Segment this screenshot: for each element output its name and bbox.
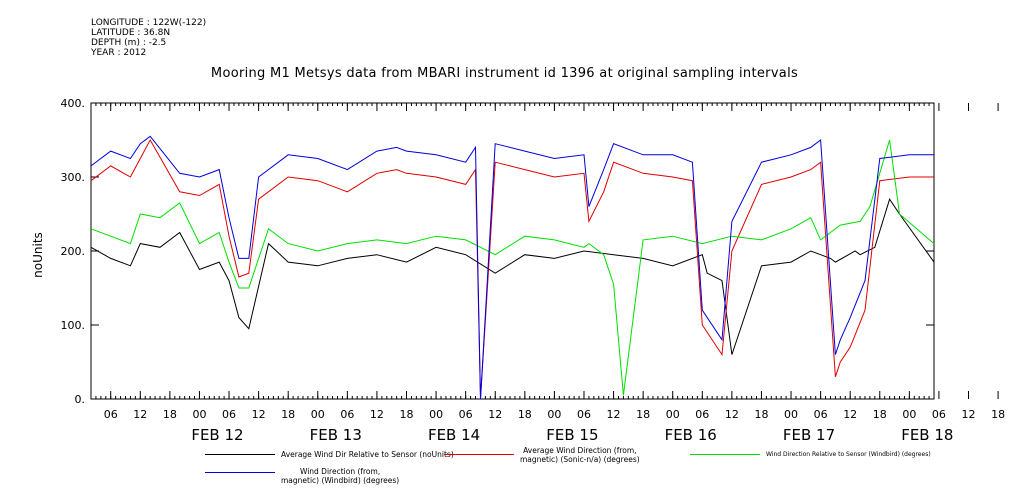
chart-title: Mooring M1 Metsys data from MBARI instru… — [210, 66, 799, 81]
plot-border — [90, 102, 935, 400]
series-line-2 — [90, 139, 935, 396]
x-tick-label: 06 — [222, 408, 236, 421]
x-day-label: FEB 16 — [665, 426, 717, 444]
x-tick-label: 00 — [784, 408, 798, 421]
y-axis: 0. 100. 200. 300. 400. — [61, 97, 934, 406]
y-tick-label: 400. — [61, 97, 86, 110]
x-tick-label: 06 — [932, 408, 946, 421]
x-day-label: FEB 14 — [428, 426, 480, 444]
x-tick-label: 12 — [843, 408, 857, 421]
y-tick-label: 0. — [75, 393, 86, 406]
x-tick-label: 18 — [991, 408, 1005, 421]
x-axis: 06 12 18 00 06 12 18 00 06 12 18 00 06 12 18 00 06 12 18 00… — [104, 103, 1005, 444]
x-tick-label: 12 — [607, 408, 621, 421]
meta-latitude: LATITUDE : 36.8N — [91, 28, 171, 38]
x-tick-label: 18 — [281, 408, 295, 421]
x-tick-label: 06 — [695, 408, 709, 421]
x-tick-label: 06 — [459, 408, 473, 421]
x-tick-label: 12 — [725, 408, 739, 421]
x-tick-label: 00 — [666, 408, 680, 421]
x-tick-label: 00 — [311, 408, 325, 421]
x-day-label: FEB 15 — [546, 426, 598, 444]
minor-ticks — [90, 103, 935, 399]
legend-label-1: Average Wind Direction (from, magnetic) … — [520, 446, 640, 464]
meta-year: YEAR : 2012 — [91, 48, 147, 58]
meta-longitude: LONGITUDE : 122W(-122) — [91, 18, 207, 28]
x-day-label: FEB 12 — [191, 426, 243, 444]
y-tick-label: 300. — [61, 171, 86, 184]
x-tick-label: 12 — [488, 408, 502, 421]
legend-swatch-0 — [205, 454, 275, 455]
x-day-label: FEB 17 — [783, 426, 835, 444]
series-line-1 — [90, 138, 934, 400]
legend-swatch-1 — [444, 454, 514, 455]
legend-label-0: Average Wind Dir Relative to Sensor (noU… — [281, 450, 454, 459]
metadata-block: LONGITUDE : 122W(-122) LATITUDE : 36.8N … — [91, 18, 206, 58]
x-day-label: FEB 18 — [901, 426, 953, 444]
series-line-0 — [90, 198, 935, 355]
x-tick-label: 06 — [814, 408, 828, 421]
x-tick-label: 06 — [104, 408, 118, 421]
y-tick-label: 100. — [61, 319, 86, 332]
plot-frame — [90, 102, 935, 400]
x-tick-label: 12 — [962, 408, 976, 421]
x-tick-label: 18 — [400, 408, 414, 421]
x-tick-label: 06 — [577, 408, 591, 421]
x-tick-label: 18 — [636, 408, 650, 421]
x-tick-label: 00 — [192, 408, 206, 421]
x-day-label: FEB 13 — [310, 426, 362, 444]
x-tick-label: 00 — [429, 408, 443, 421]
x-tick-label: 12 — [370, 408, 384, 421]
x-tick-label: 12 — [252, 408, 266, 421]
x-tick-label: 00 — [547, 408, 561, 421]
y-tick-label: 200. — [61, 245, 86, 258]
x-tick-label: 18 — [754, 408, 768, 421]
legend-swatch-2 — [690, 454, 760, 455]
legend-swatch-3 — [205, 472, 275, 473]
series-layer — [90, 135, 935, 400]
x-tick-label: 18 — [518, 408, 532, 421]
x-tick-label: 12 — [133, 408, 147, 421]
series-line-3 — [90, 135, 934, 400]
y-axis-label: noUnits — [31, 232, 45, 278]
legend-label-2: Wind Direction Relative to Sensor (Windb… — [766, 451, 931, 458]
legend-label-3: Wind Direction (from, magnetic) (Windbir… — [281, 467, 400, 485]
meta-depth: DEPTH (m) : -2.5 — [91, 38, 167, 48]
x-tick-label: 18 — [873, 408, 887, 421]
x-tick-label: 06 — [340, 408, 354, 421]
x-tick-label: 18 — [163, 408, 177, 421]
x-tick-label: 00 — [902, 408, 916, 421]
